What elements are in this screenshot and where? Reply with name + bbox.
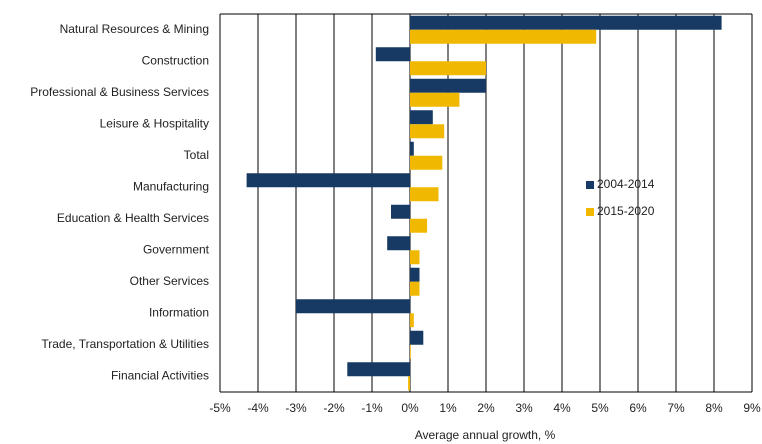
x-tick-label: 2%: [477, 401, 495, 415]
x-tick-label: -2%: [323, 401, 345, 415]
bar: [410, 15, 722, 30]
bar: [375, 47, 410, 62]
bar: [410, 187, 439, 202]
y-tick-label: Natural Resources & Mining: [60, 22, 209, 36]
bar: [410, 281, 420, 296]
x-tick-label: 8%: [705, 401, 723, 415]
y-tick-label: Leisure & Hospitality: [100, 116, 209, 130]
bar: [410, 61, 486, 76]
y-tick-label: Government: [143, 242, 210, 256]
bar: [387, 236, 410, 251]
x-tick-label: 1%: [439, 401, 457, 415]
x-tick-label: 7%: [667, 401, 685, 415]
bar: [410, 267, 420, 282]
x-axis-label: Average annual growth, %: [415, 428, 556, 442]
y-tick-label: Construction: [142, 53, 209, 67]
x-tick-label: -4%: [247, 401, 269, 415]
bar: [410, 313, 414, 328]
bar: [410, 124, 445, 139]
bar: [410, 218, 428, 233]
y-tick-label: Financial Activities: [111, 368, 209, 382]
bar: [391, 204, 410, 219]
legend-label: 2015-2020: [597, 204, 655, 218]
x-tick-label: 9%: [743, 401, 761, 415]
x-tick-label: 4%: [553, 401, 571, 415]
x-tick-label: -3%: [285, 401, 307, 415]
bar: [347, 362, 410, 377]
y-tick-label: Education & Health Services: [57, 211, 209, 225]
y-tick-label: Professional & Business Services: [30, 85, 209, 99]
bar: [410, 92, 460, 107]
bar: [296, 299, 410, 314]
bar: [410, 110, 433, 125]
bar: [410, 250, 420, 265]
legend-swatch: [586, 208, 594, 216]
bar: [410, 78, 486, 93]
bar: [410, 141, 414, 156]
y-tick-label: Manufacturing: [133, 179, 209, 193]
bar: [410, 330, 424, 345]
x-tick-label: 3%: [515, 401, 533, 415]
bar: [246, 173, 410, 188]
bar: [410, 29, 597, 44]
x-tick-label: -5%: [209, 401, 231, 415]
bar: [408, 376, 410, 391]
bar: [410, 344, 411, 359]
x-tick-label: 6%: [629, 401, 647, 415]
legend-label: 2004-2014: [597, 177, 655, 191]
y-tick-label: Information: [149, 305, 209, 319]
y-tick-label: Other Services: [130, 274, 209, 288]
legend-swatch: [586, 181, 594, 189]
x-tick-label: 5%: [591, 401, 609, 415]
x-tick-label: -1%: [361, 401, 383, 415]
bar: [410, 155, 443, 170]
x-tick-label: 0%: [401, 401, 419, 415]
y-tick-label: Trade, Transportation & Utilities: [41, 337, 209, 351]
y-tick-label: Total: [184, 148, 209, 162]
